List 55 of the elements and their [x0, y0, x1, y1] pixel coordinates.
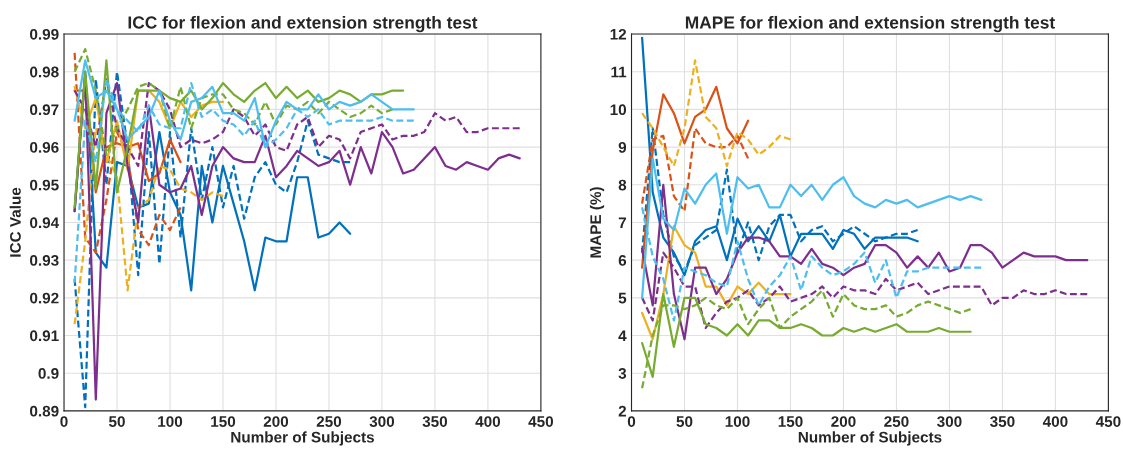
x-tick-label: 200	[831, 416, 856, 427]
chart-title: ICC for flexion and extension strength test	[128, 15, 478, 33]
x-tick-label: 300	[369, 416, 395, 427]
x-tick-label: 100	[725, 416, 750, 427]
line-series	[641, 59, 792, 168]
x-tick-label: 150	[211, 416, 236, 427]
y-tick-label: 11	[611, 66, 627, 78]
y-tick-label: 9	[618, 141, 627, 153]
line-series	[641, 183, 1089, 341]
y-tick-label: 0.98	[30, 66, 59, 78]
chart-title: MAPE for flexion and extension strength test	[685, 15, 1055, 33]
y-tick-label: 0.93	[30, 255, 59, 266]
x-tick-label: 350	[422, 416, 448, 427]
x-tick-label: 200	[263, 416, 289, 427]
y-tick-label: 6	[618, 255, 627, 266]
y-tick-label: 0.89	[30, 405, 59, 417]
line-series	[641, 225, 792, 341]
y-tick-label: 0.99	[30, 28, 59, 40]
x-tick-label: 400	[1042, 416, 1068, 427]
x-axis-title: Number of Subjects	[798, 431, 942, 446]
x-tick-label: 300	[937, 416, 962, 427]
y-tick-label: 0.95	[30, 179, 59, 191]
y-tick-label: 0.91	[30, 330, 59, 342]
x-tick-label: 50	[676, 416, 693, 427]
x-tick-label: 450	[528, 416, 554, 427]
line-series	[641, 36, 919, 277]
y-tick-label: 8	[618, 179, 627, 191]
x-tick-label: 150	[778, 416, 803, 427]
y-tick-label: 0.9	[38, 368, 59, 379]
x-axis-title: Number of Subjects	[231, 431, 374, 446]
y-tick-label: 4	[618, 330, 627, 342]
y-axis-title: MAPE (%)	[589, 187, 605, 258]
y-tick-label: 0.96	[30, 141, 59, 153]
x-tick-label: 250	[884, 416, 909, 427]
x-tick-label: 350	[990, 416, 1015, 427]
y-tick-label: 10	[610, 104, 627, 116]
y-tick-label: 5	[618, 292, 627, 304]
x-tick-label: 0	[60, 416, 68, 427]
x-tick-label: 0	[627, 416, 636, 427]
y-tick-label: 3	[618, 368, 627, 379]
y-tick-label: 7	[618, 217, 626, 228]
x-tick-label: 450	[1095, 416, 1121, 427]
y-tick-label: 0.97	[30, 104, 59, 116]
y-tick-label: 0.92	[30, 292, 59, 304]
y-tick-label: 0.94	[30, 217, 60, 229]
line-series	[73, 51, 182, 254]
x-tick-label: 100	[158, 416, 183, 427]
x-tick-label: 50	[108, 416, 125, 427]
line-series	[73, 70, 352, 409]
y-tick-label: 2	[618, 405, 627, 417]
x-tick-label: 250	[316, 416, 342, 427]
line-series	[641, 85, 750, 269]
y-axis-title: ICC Value	[9, 187, 21, 257]
y-tick-label: 12	[610, 28, 627, 40]
x-tick-label: 400	[475, 416, 501, 427]
